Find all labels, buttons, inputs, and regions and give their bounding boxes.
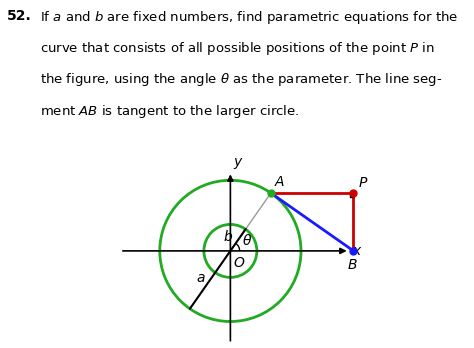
Text: $\theta$: $\theta$ <box>242 233 252 248</box>
Text: $P$: $P$ <box>358 176 368 190</box>
Text: $y$: $y$ <box>233 156 244 171</box>
Text: $A$: $A$ <box>273 175 285 189</box>
Text: $O$: $O$ <box>234 256 246 270</box>
Text: $b$: $b$ <box>223 229 233 244</box>
Text: $x$: $x$ <box>352 244 363 258</box>
Text: the figure, using the angle $\theta$ as the parameter. The line seg-: the figure, using the angle $\theta$ as … <box>40 71 443 88</box>
Text: ment $AB$ is tangent to the larger circle.: ment $AB$ is tangent to the larger circl… <box>40 103 300 120</box>
Text: $B$: $B$ <box>347 258 358 272</box>
Text: curve that consists of all possible positions of the point $P$ in: curve that consists of all possible posi… <box>40 40 435 57</box>
Text: If $a$ and $b$ are fixed numbers, find parametric equations for the: If $a$ and $b$ are fixed numbers, find p… <box>40 9 458 26</box>
Text: 52.: 52. <box>7 9 32 23</box>
Text: $a$: $a$ <box>196 271 206 285</box>
